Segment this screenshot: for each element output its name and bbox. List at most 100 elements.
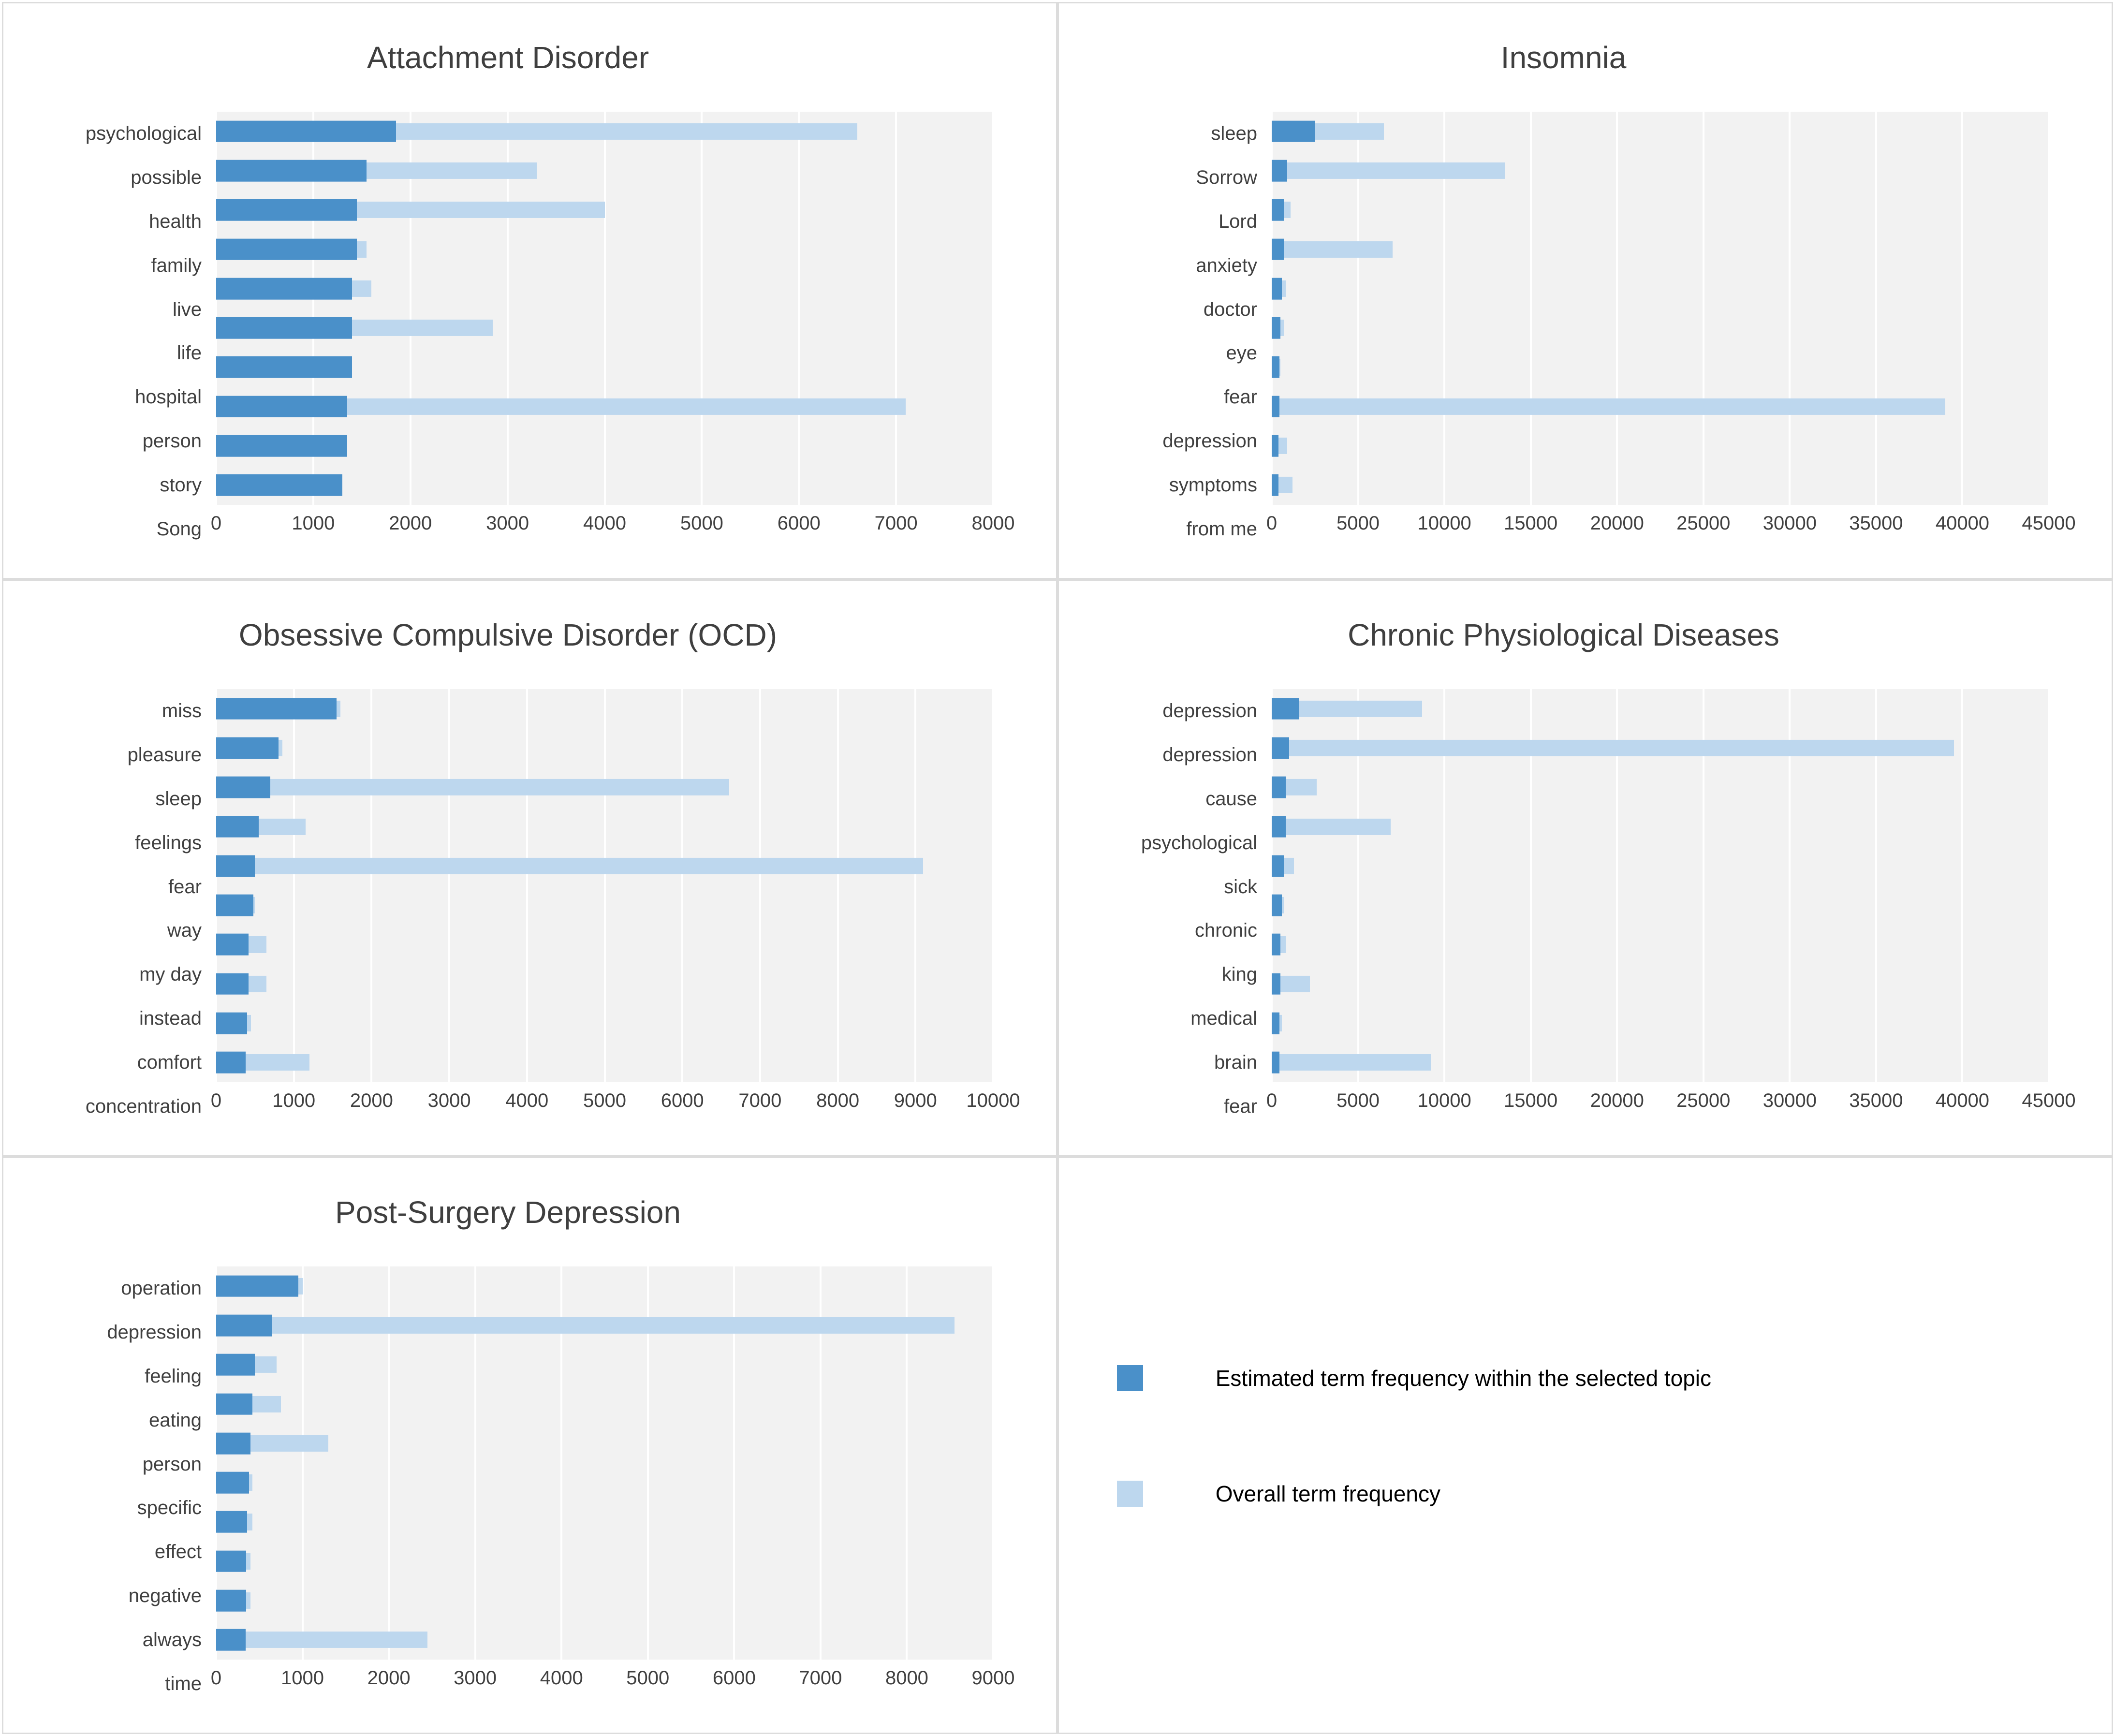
category-label: brain — [1214, 1052, 1257, 1074]
estimated-frequency-bar — [216, 1511, 248, 1533]
bar-row — [216, 191, 993, 230]
category-labels: operation depression feeling eating person sp… — [23, 1266, 216, 1706]
estimated-frequency-bar — [1272, 698, 1300, 720]
category-labels: sleep Sorrow Lord anxiety doctor eye fear depre… — [1078, 112, 1272, 551]
plot-area — [215, 1266, 994, 1660]
category-label: concentration — [85, 1096, 202, 1118]
category-label: feelings — [135, 832, 202, 853]
legend-label: Estimated term frequency within the sele… — [1215, 1365, 1712, 1391]
grid-line — [1443, 689, 1446, 1082]
x-tick-label: 2000 — [367, 1667, 411, 1689]
grid-line — [603, 112, 606, 505]
x-tick-label: 8000 — [816, 1090, 860, 1111]
grid-line — [733, 1266, 735, 1660]
x-tick-label: 20000 — [1590, 1090, 1644, 1111]
x-tick-label: 4000 — [583, 513, 626, 534]
x-tick-label: 9000 — [971, 1667, 1015, 1689]
estimated-frequency-bar — [1272, 120, 1315, 142]
grid-line — [1789, 689, 1791, 1082]
bar-row — [216, 1581, 993, 1620]
category-label: from me — [1186, 518, 1257, 540]
estimated-frequency-bar — [216, 396, 348, 418]
bar-row — [1272, 151, 2049, 190]
x-tick-label: 0 — [210, 1667, 222, 1689]
grid-line — [895, 112, 897, 505]
x-tick-label: 10000 — [966, 1090, 1020, 1111]
estimated-frequency-bar — [1272, 396, 1280, 418]
x-axis: 0 1000 2000 3000 4000 5000 6000 7000 8000 9000 100… — [211, 1090, 1020, 1129]
bar-row — [1272, 807, 2049, 846]
estimated-frequency-bar — [216, 474, 343, 496]
bar-rows — [1272, 112, 2049, 505]
bar-row — [216, 1266, 993, 1306]
overall-frequency-bar — [1272, 1054, 1431, 1071]
estimated-frequency-bar — [216, 1314, 273, 1337]
x-tick-label: 1000 — [281, 1667, 324, 1689]
x-tick-label: 20000 — [1590, 513, 1644, 534]
category-label: symptoms — [1169, 474, 1257, 496]
category-label: pleasure — [127, 744, 202, 765]
grid-line — [409, 112, 411, 505]
x-tick-label: 30000 — [1762, 513, 1817, 534]
category-label: sleep — [1211, 122, 1257, 144]
overall-frequency-bar — [216, 1632, 428, 1648]
x-tick-label: 5000 — [1337, 1090, 1380, 1111]
estimated-frequency-bar — [1272, 894, 1282, 916]
grid-line — [992, 689, 994, 1082]
bar-row — [1272, 112, 2049, 151]
estimated-frequency-bar — [216, 737, 279, 759]
grid-line — [1702, 689, 1704, 1082]
estimated-frequency-bar — [216, 160, 367, 182]
estimated-frequency-bar — [216, 1051, 246, 1074]
x-tick-label: 8000 — [971, 513, 1015, 534]
category-label: fear — [1224, 386, 1257, 408]
estimated-frequency-bar — [216, 1550, 247, 1573]
x-tick-label: 0 — [210, 1090, 222, 1111]
category-label: miss — [162, 700, 202, 721]
x-tick-label: 0 — [1266, 1090, 1278, 1111]
plot-column: 0 1000 2000 3000 4000 5000 6000 7000 8000 — [211, 112, 1014, 551]
gridlines — [1271, 689, 2050, 1082]
bar-row — [216, 807, 993, 846]
category-label: Sorrow — [1196, 166, 1257, 188]
grid-line — [681, 689, 684, 1082]
bar-row — [1272, 768, 2049, 807]
grid-line — [2048, 689, 2050, 1082]
bar-row — [216, 1542, 993, 1581]
grid-line — [906, 1266, 908, 1660]
grid-line — [603, 689, 606, 1082]
grid-line — [1961, 689, 1964, 1082]
category-label: eating — [149, 1409, 202, 1431]
category-label: hospital — [135, 386, 202, 408]
x-tick-label: 7000 — [874, 513, 918, 534]
bar-rows — [1272, 689, 2049, 1082]
estimated-frequency-bar — [216, 698, 337, 720]
bar-row — [216, 885, 993, 925]
category-label: anxiety — [1196, 254, 1257, 276]
grid-line — [215, 1266, 217, 1660]
x-tick-label: 2000 — [350, 1090, 393, 1111]
estimated-frequency-bar — [1272, 816, 1286, 838]
gridlines — [215, 112, 994, 505]
bar-row — [216, 230, 993, 269]
x-tick-label: 3000 — [486, 513, 529, 534]
bar-row — [1272, 191, 2049, 230]
chart-title: Insomnia — [1500, 40, 1627, 75]
x-axis: 0 5000 10000 15000 20000 25000 30000 35000 40000… — [1266, 513, 2076, 551]
grid-line — [914, 689, 917, 1082]
category-label: medical — [1190, 1008, 1257, 1030]
chart-body: miss pleasure sleep feelings fear way my day in… — [23, 689, 1020, 1129]
estimated-frequency-bar — [216, 356, 352, 378]
grid-line — [1616, 112, 1618, 505]
category-label: life — [176, 342, 202, 364]
estimated-frequency-swatch-icon — [1116, 1365, 1143, 1391]
x-tick-label: 30000 — [1762, 1090, 1817, 1111]
estimated-frequency-bar — [1272, 160, 1288, 182]
bar-row — [216, 1424, 993, 1463]
grid-line — [819, 1266, 822, 1660]
category-label: my day — [139, 964, 202, 986]
category-label: psychological — [85, 122, 202, 144]
estimated-frequency-bar — [216, 199, 357, 221]
category-labels: depression depression cause psychological si… — [1078, 689, 1272, 1129]
category-label: depression — [1162, 700, 1257, 721]
